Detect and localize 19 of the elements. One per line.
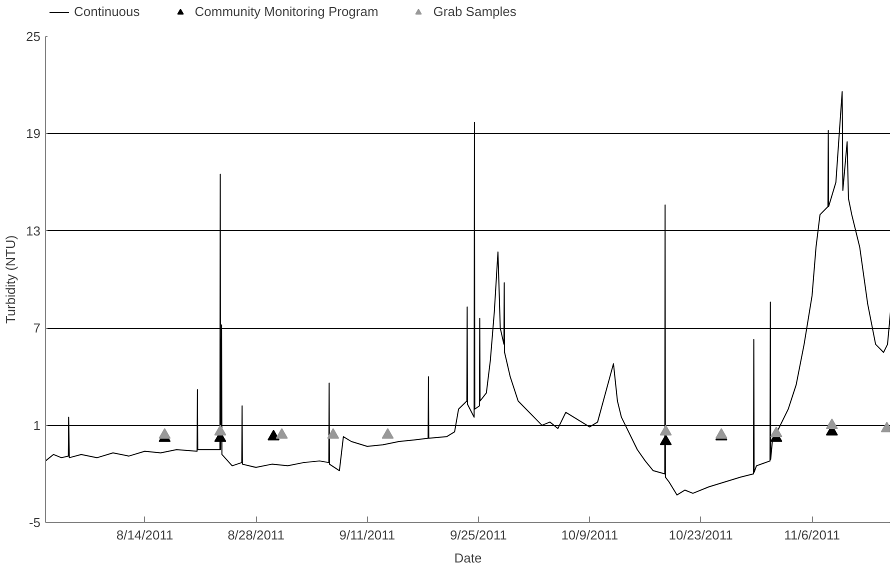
y-tick-label: 13 — [26, 223, 41, 238]
y-axis-title: Turbidity (NTU) — [3, 235, 18, 324]
y-tick-label: 1 — [33, 418, 41, 433]
x-tick-label: 10/23/2011 — [668, 528, 733, 542]
x-tick-label: 9/25/2011 — [450, 528, 507, 542]
x-tick-label: 9/11/2011 — [339, 528, 396, 542]
legend-label: Continuous — [74, 4, 140, 19]
x-axis-title: Date — [454, 550, 482, 566]
y-tick-label: 25 — [26, 29, 41, 44]
x-tick-label: 10/9/2011 — [561, 528, 618, 542]
x-tick-label: 11/6/2011 — [784, 528, 840, 542]
x-tick-label: 8/28/2011 — [228, 528, 284, 542]
line-series — [46, 91, 890, 496]
y-tick-label: 7 — [33, 320, 41, 336]
y-tick-label: -5 — [28, 515, 41, 530]
legend-label: Community Monitoring Program — [194, 4, 378, 19]
x-tick-label: 8/14/2011 — [116, 528, 174, 542]
legend-label: Grab Samples — [433, 4, 516, 19]
y-tick-label: 19 — [26, 126, 41, 142]
